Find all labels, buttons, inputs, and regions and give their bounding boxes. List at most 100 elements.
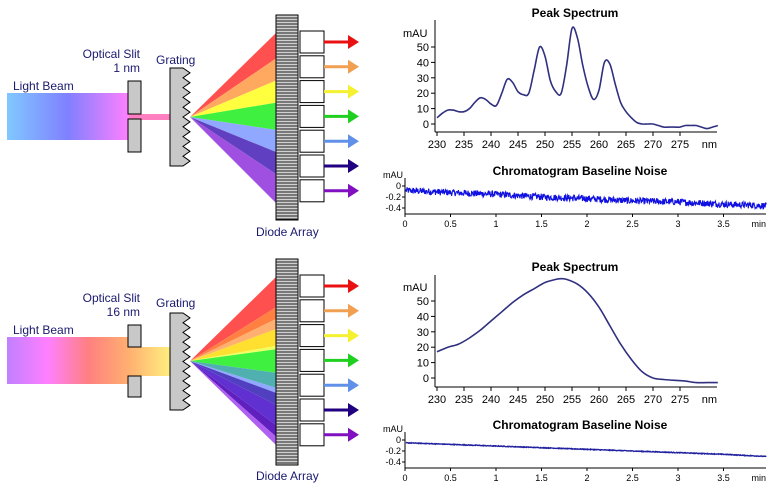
y-tick-label: 40 (417, 311, 429, 323)
output-arrow-icon (348, 84, 359, 99)
noise-line (405, 441, 767, 458)
diode-array (275, 14, 299, 221)
light-beam-label: Light Beam (13, 79, 74, 93)
output-arrow-icon (348, 378, 359, 393)
panel-wide-slit: Light Beam Optical Slit 16 nm Grating Di… (7, 258, 767, 483)
detector-box (299, 299, 325, 323)
x-tick-label: 0.5 (444, 473, 457, 483)
baseline-noise-chart: Chromatogram Baseline Noise mAU 0-0.2-0.… (383, 418, 767, 483)
detector-box (299, 179, 325, 203)
detector-box (299, 274, 325, 298)
y-axis-label: mAU (403, 28, 428, 40)
light-beam-label: Light Beam (13, 323, 74, 337)
output-arrow-icon (348, 279, 359, 293)
fan-band-green (190, 349, 277, 373)
chart-title: Peak Spectrum (532, 6, 619, 20)
light-beam (7, 337, 129, 384)
y-tick-label: 10 (417, 104, 429, 116)
output-arrow-icon (348, 109, 359, 124)
x-tick-label: 0.5 (444, 219, 457, 229)
x-tick-label: 265 (617, 394, 635, 406)
spectrum-line (436, 26, 719, 130)
grating-label: Grating (156, 296, 195, 310)
fan-band-red (190, 32, 277, 117)
detector-box (299, 80, 325, 104)
x-tick-label: 0 (402, 219, 407, 229)
detector-outputs (299, 274, 359, 447)
output-arrow-icon (348, 328, 359, 343)
x-tick-label: 260 (590, 139, 608, 151)
diode-array (275, 258, 299, 466)
slit-block-bottom (127, 375, 142, 398)
optical-diagram: Light Beam Optical Slit 1 nm Grating Dio… (7, 14, 359, 239)
x-tick-label: 3 (675, 473, 680, 483)
output-arrow-icon (348, 427, 359, 442)
y-tick-label: 40 (417, 57, 429, 69)
y-axis-label: mAU (383, 170, 403, 180)
y-tick-label: -0.4 (385, 457, 401, 467)
x-tick-label: 240 (482, 394, 500, 406)
chart-title: Chromatogram Baseline Noise (493, 418, 668, 432)
detector-box (299, 373, 325, 397)
baseline-noise-chart: Chromatogram Baseline Noise mAU 0-0.2-0.… (383, 164, 767, 229)
x-tick-label: 275 (671, 139, 689, 151)
slit-block-top (127, 324, 142, 348)
output-arrow-icon (348, 134, 359, 149)
light-beam (7, 93, 129, 140)
detector-box (299, 348, 325, 372)
x-unit-label: min (751, 473, 766, 483)
detector-box (299, 30, 325, 54)
x-tick-label: 2.5 (626, 219, 639, 229)
x-tick-label: 250 (536, 139, 554, 151)
x-tick-label: 230 (428, 139, 446, 151)
y-tick-label: 30 (417, 327, 429, 339)
y-tick-label: 0 (396, 181, 401, 191)
fan-band-light-yellow (190, 345, 277, 361)
optical-diagram: Light Beam Optical Slit 16 nm Grating Di… (7, 258, 359, 483)
x-tick-label: 3.5 (717, 219, 730, 229)
x-unit-label: nm (702, 394, 717, 406)
y-tick-label: -0.2 (385, 446, 401, 456)
diode-array-label: Diode Array (256, 225, 319, 239)
x-tick-label: 250 (536, 394, 554, 406)
chart-title: Peak Spectrum (532, 260, 619, 274)
output-arrow-icon (348, 35, 359, 49)
x-tick-label: 3 (675, 219, 680, 229)
slit-beam (129, 347, 171, 376)
detector-box (299, 55, 325, 79)
x-tick-label: 235 (455, 139, 473, 151)
x-unit-label: min (751, 219, 766, 229)
detector-outputs (299, 30, 359, 203)
optical-slit-label: Optical Slit (83, 47, 141, 61)
y-tick-label: 50 (417, 42, 429, 54)
detector-box (299, 129, 325, 153)
x-tick-label: 2.5 (626, 473, 639, 483)
grating (169, 312, 191, 411)
output-arrow-icon (348, 183, 359, 198)
x-tick-label: 2 (584, 219, 589, 229)
x-tick-label: 2 (584, 473, 589, 483)
x-tick-label: 270 (644, 139, 662, 151)
y-tick-label: 20 (417, 342, 429, 354)
detector-box (299, 423, 325, 447)
peak-spectrum-chart: Peak Spectrum mAU 0 10 20 30 40 50 230 235 240 24… (403, 260, 718, 406)
fan-band-orange (190, 306, 277, 361)
x-tick-label: 245 (509, 139, 527, 151)
fan-band-blue-purple (190, 361, 277, 426)
slit-beam (129, 114, 171, 120)
y-tick-label: 50 (417, 296, 429, 308)
x-tick-label: 270 (644, 394, 662, 406)
x-tick-label: 3.5 (717, 473, 730, 483)
grating-label: Grating (156, 53, 195, 67)
y-tick-label: 0 (423, 119, 429, 131)
x-tick-label: 275 (671, 394, 689, 406)
fan-band-violet (190, 117, 277, 204)
x-tick-label: 240 (482, 139, 500, 151)
fan-band-light-orange (190, 318, 277, 361)
x-tick-label: 1 (493, 473, 498, 483)
fan-band-red (190, 276, 277, 361)
diode-array-body (275, 258, 299, 466)
y-tick-label: 20 (417, 88, 429, 100)
detector-box (299, 104, 325, 128)
output-arrow-icon (348, 59, 359, 74)
